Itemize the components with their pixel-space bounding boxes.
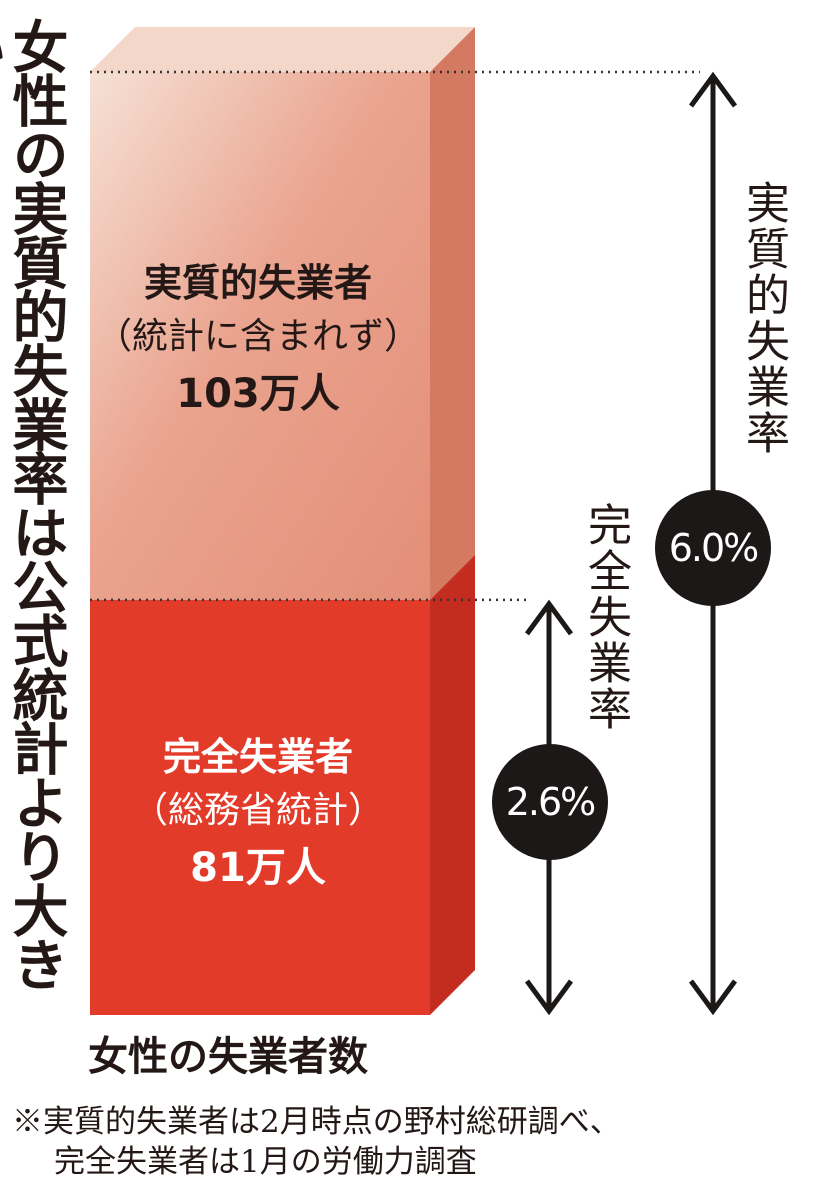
full-unemployment-rate-badge: 2.6% [492,744,608,860]
hidden-unemployed-label: 実質的失業者 （統計に含まれず） 103万人 [88,256,428,424]
hidden-unemployed-sublabel: （統計に含まれず） [95,316,420,357]
bar-hidden-side-face [430,27,475,600]
bar-hidden-segment [90,72,430,600]
bar-full-segment [90,599,430,1015]
real-unemployment-rate-label: 実質的失業率 [738,180,789,456]
x-axis-label: 女性の失業者数 [88,1034,368,1080]
bar-full-side-face [430,554,475,1015]
hidden-unemployed-value: 103万人 [176,371,340,417]
full-rate-arrow-head-down [524,979,574,1016]
full-unemployment-rate-label: 完全失業率 [580,502,631,732]
full-unemployed-value: 81万人 [190,845,326,891]
real-rate-arrow-head-up [688,71,738,108]
chart-title: 女性の実質的失業率は公式統計より大きい [0,18,68,990]
bars-layer [90,27,475,1015]
bar-hidden-top-face [90,27,475,72]
source-note-line-2: 完全失業者は1月の労働力調査 [54,1144,477,1180]
full-unemployed-label: 完全失業者 （総務省統計） 81万人 [88,730,428,898]
real-rate-arrow-head-down [688,979,738,1016]
real-unemployment-rate-badge: 6.0% [655,490,771,606]
hidden-unemployed-name: 実質的失業者 [143,261,372,305]
source-note-line-1: ※実質的失業者は2月時点の野村総研調べ、 [12,1104,621,1140]
full-rate-arrow-head-up [524,599,574,636]
full-unemployed-sublabel: （総務省統計） [131,790,384,831]
full-unemployed-name: 完全失業者 [162,735,353,779]
source-note: ※実質的失業者は2月時点の野村総研調べ、 完全失業者は1月の労働力調査 [12,1102,807,1182]
